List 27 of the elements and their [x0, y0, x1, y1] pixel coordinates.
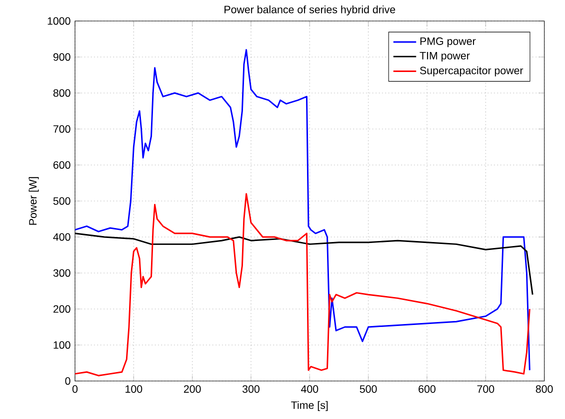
y-tick-label: 1000	[48, 17, 70, 25]
y-tick-label: 400	[53, 233, 70, 241]
x-tick-label: 300	[242, 385, 260, 393]
x-tick-label: 400	[301, 385, 318, 393]
x-tick-label: 100	[126, 385, 142, 393]
y-tick-label: 900	[53, 53, 70, 61]
y-tick-label: 200	[53, 305, 70, 313]
legend-label: PMG power	[420, 37, 476, 48]
legend-label: Supercapacitor power	[420, 66, 524, 76]
x-tick-label: 200	[184, 385, 201, 393]
x-tick-label: 700	[477, 385, 494, 393]
y-tick-label: 600	[53, 161, 70, 169]
line-series	[75, 193, 530, 376]
y-tick-label: 300	[53, 269, 70, 277]
x-axis-title: Time [s]	[291, 401, 328, 412]
y-tick-label: 0	[65, 377, 70, 385]
y-tick-label: 800	[53, 89, 70, 97]
legend-label: TIM power	[420, 52, 470, 62]
y-tick-label: 700	[53, 125, 70, 133]
x-tick-label: 800	[536, 385, 553, 393]
chart-title: Power balance of series hybrid drive	[224, 5, 396, 16]
x-tick-label: 600	[418, 385, 436, 393]
y-tick-label: 500	[53, 197, 70, 205]
y-axis-title: Power [W]	[28, 177, 39, 225]
x-tick-label: 500	[360, 385, 377, 393]
y-tick-label: 100	[54, 341, 70, 349]
x-tick-label: 0	[72, 385, 78, 393]
